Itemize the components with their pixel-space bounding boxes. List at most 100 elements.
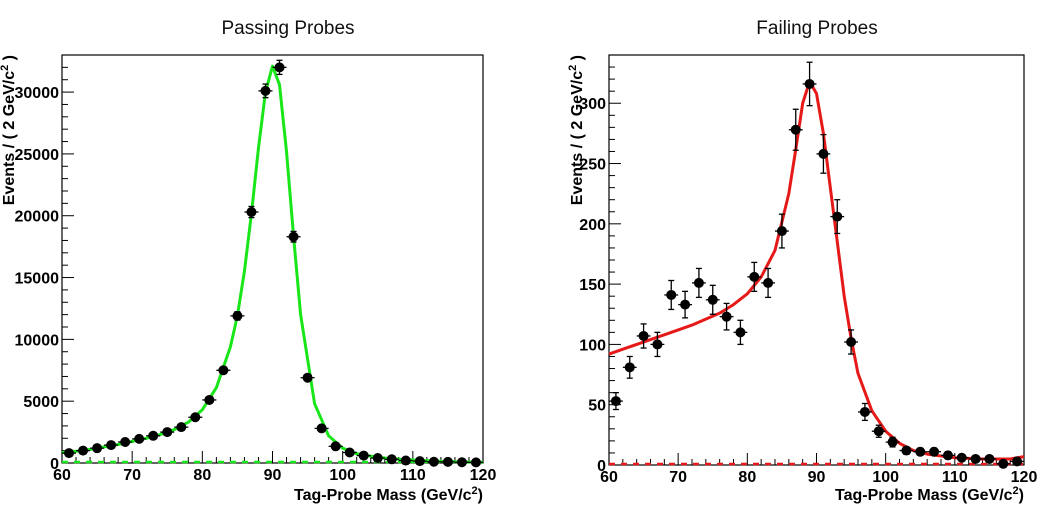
data-point: [982, 453, 997, 464]
x-tick-label: 90: [264, 467, 282, 484]
marker: [749, 271, 760, 282]
data-point: [76, 445, 91, 456]
data-point: [160, 427, 175, 438]
marker: [92, 443, 103, 454]
panel-passing-probes: Passing Probes 60 70 80 90 100 110 120 0 5000 10…: [0, 18, 496, 504]
data-point: [468, 457, 483, 468]
marker: [442, 456, 453, 467]
marker: [344, 447, 355, 458]
marker: [162, 427, 173, 438]
y-axis: 0 5000 10000 15000 20000 25000 30000: [15, 54, 74, 473]
data-point: [426, 456, 441, 467]
marker: [148, 430, 159, 441]
data-point: [300, 372, 315, 383]
data-point: [899, 445, 914, 456]
data-point: [384, 454, 399, 465]
plot-frame: [61, 54, 484, 464]
marker: [190, 412, 201, 423]
marker: [428, 456, 439, 467]
chart-title: Failing Probes: [756, 18, 877, 39]
marker: [790, 124, 801, 135]
marker: [998, 458, 1009, 469]
marker: [218, 365, 229, 376]
marker: [414, 456, 425, 467]
x-tick-label: 70: [123, 467, 141, 484]
data-point: [871, 424, 886, 438]
marker: [638, 330, 649, 341]
data-point: [132, 433, 147, 444]
data-point: [356, 450, 371, 461]
y-axis: 0 50 100 150 200 250 300: [579, 54, 621, 475]
data-point: [609, 391, 623, 411]
marker: [915, 446, 926, 457]
chart-title: Passing Probes: [221, 18, 354, 39]
marker: [721, 311, 732, 322]
x-tick-label: 120: [470, 467, 497, 484]
data-point: [398, 455, 413, 466]
x-tick-label: 90: [808, 469, 826, 486]
marker: [624, 362, 635, 373]
data-point: [104, 440, 119, 451]
data-point: [664, 279, 679, 311]
y-tick-label: 5000: [23, 394, 59, 411]
y-tick-label: 0: [50, 456, 59, 473]
marker: [942, 450, 953, 461]
x-axis-label: Tag-Probe Mass (GeV/c2): [835, 485, 1024, 504]
data-point: [913, 446, 928, 457]
marker: [873, 426, 884, 437]
marker: [260, 85, 271, 96]
marker: [274, 62, 285, 73]
x-tick-label: 60: [53, 467, 71, 484]
marker: [984, 453, 995, 464]
data-point: [188, 412, 203, 423]
marker: [78, 445, 89, 456]
y-tick-label: 250: [579, 157, 606, 174]
y-tick-label: 15000: [15, 271, 60, 288]
data-point: [342, 447, 357, 458]
y-tick-label: 100: [579, 337, 606, 354]
data-point: [719, 302, 734, 331]
data-point: [968, 453, 983, 464]
data-point: [927, 446, 941, 457]
data-point: [650, 331, 665, 358]
x-tick-label: 120: [1011, 469, 1038, 486]
x-axis: 60 70 80 90 100 110 120: [600, 453, 1037, 486]
fit-curve: [61, 64, 484, 464]
marker: [246, 207, 257, 218]
marker: [818, 148, 829, 159]
x-tick-label: 80: [193, 467, 211, 484]
marker: [832, 211, 843, 222]
data-point: [747, 261, 762, 293]
data-point: [1010, 456, 1024, 467]
marker: [680, 299, 691, 310]
data-point: [802, 61, 817, 107]
data-point: [370, 453, 385, 464]
data-point: [941, 450, 955, 461]
data-point: [174, 422, 189, 433]
data-point: [118, 436, 133, 447]
data-point: [314, 423, 329, 434]
data-point: [858, 402, 872, 422]
marker: [610, 396, 621, 407]
panel-failing-probes: Failing Probes 60 70 80 90 100 110 120 0 50 100 1…: [567, 18, 1037, 504]
marker: [956, 452, 967, 463]
marker: [666, 289, 677, 300]
marker: [1012, 456, 1023, 467]
y-tick-label: 150: [579, 277, 606, 294]
marker: [400, 455, 411, 466]
data-point: [692, 267, 706, 299]
y-tick-label: 25000: [15, 147, 60, 164]
data-point: [678, 290, 692, 319]
marker: [64, 448, 75, 459]
data-point: [244, 205, 259, 219]
marker: [330, 441, 341, 452]
marker: [735, 327, 746, 338]
marker: [358, 450, 369, 461]
data-point: [286, 230, 301, 243]
data-point: [954, 452, 969, 463]
marker: [176, 422, 187, 433]
marker: [970, 453, 981, 464]
marker: [887, 437, 898, 448]
marker: [901, 445, 912, 456]
